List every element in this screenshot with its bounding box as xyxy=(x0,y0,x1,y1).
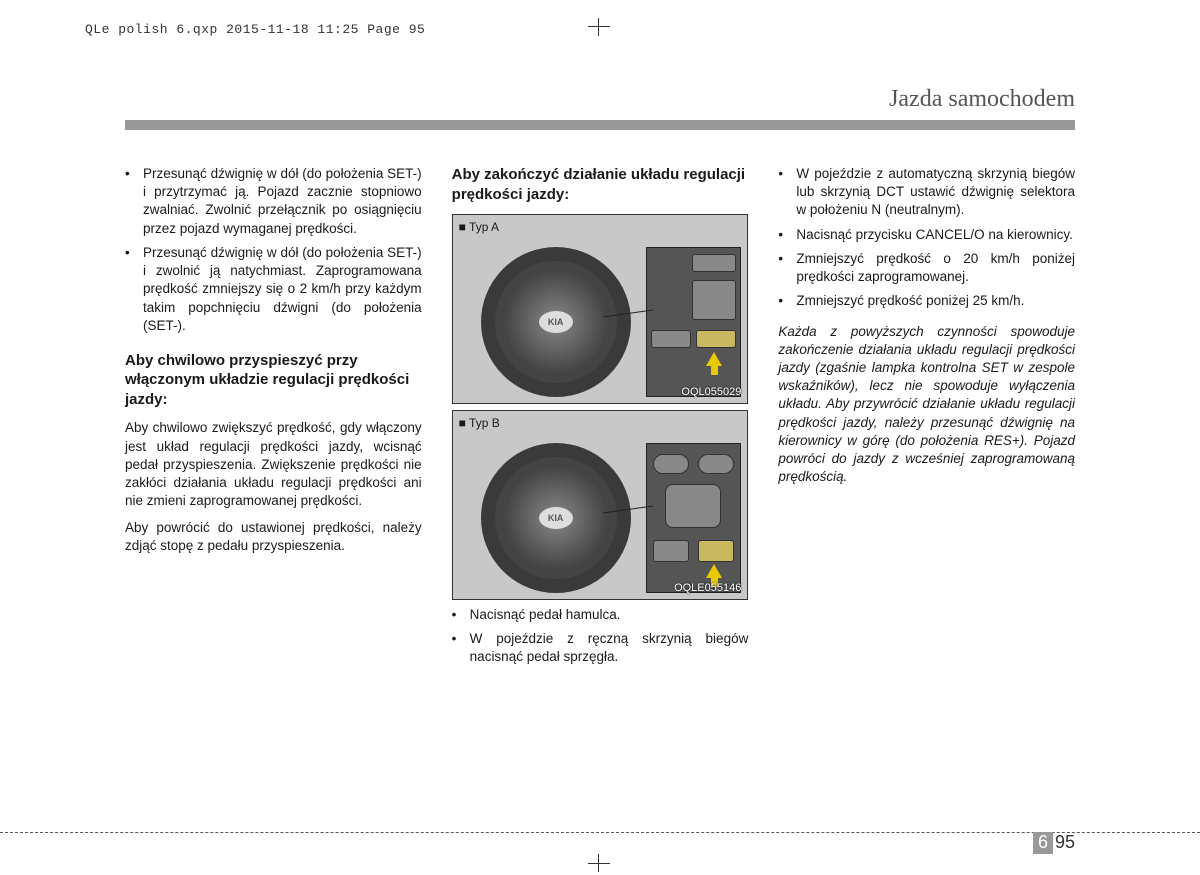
subheading: Aby chwilowo przyspieszyć przy włączonym… xyxy=(125,351,422,410)
bullet-text: W pojeździe z automatyczną skrzynią bieg… xyxy=(796,165,1075,220)
figure-type-b: ■ Typ B KIA OQLE055146 xyxy=(452,410,749,600)
bullet-item: • Zmniejszyć prędkość o 20 km/h poniżej … xyxy=(778,250,1075,286)
arrow-indicator-icon xyxy=(706,352,722,366)
page-number-text: 95 xyxy=(1055,832,1075,852)
figure-type-a: ■ Typ A KIA OQL055029 xyxy=(452,214,749,404)
wheel-hub-logo: KIA xyxy=(539,311,573,333)
chapter-number: 6 xyxy=(1033,832,1053,854)
bullet-item: • Nacisnąć przycisku CANCEL/O na kierown… xyxy=(778,226,1075,244)
figure-code: OQLE055146 xyxy=(674,581,741,596)
figure-label: ■ Typ A xyxy=(459,219,499,235)
bullet-marker: • xyxy=(778,226,796,244)
bullet-text: Zmniejszyć prędkość o 20 km/h poniżej pr… xyxy=(796,250,1075,286)
steering-wheel-illustration: KIA xyxy=(481,247,631,397)
figure-label: ■ Typ B xyxy=(459,415,500,431)
cancel-button-highlight xyxy=(698,540,734,562)
page-number: 695 xyxy=(1033,832,1075,853)
figure-code: OQL055029 xyxy=(681,385,741,400)
button-detail-panel xyxy=(646,247,741,397)
bullet-marker: • xyxy=(778,250,796,286)
paragraph: Aby powrócić do ustawionej prędkości, na… xyxy=(125,519,422,555)
column-middle: Aby zakończyć działanie układu regulacji… xyxy=(452,165,749,673)
subheading: Aby zakończyć działanie układu regulacji… xyxy=(452,165,749,204)
content-area: • Przesunąć dźwignię w dół (do położenia… xyxy=(125,165,1075,673)
bullet-marker: • xyxy=(778,292,796,310)
crop-mark xyxy=(588,26,610,27)
bullet-text: Przesunąć dźwignię w dół (do położenia S… xyxy=(143,165,422,238)
bullet-item: • W pojeździe z ręczną skrzynią biegów n… xyxy=(452,630,749,666)
paragraph: Aby chwilowo zwiększyć prędkość, gdy włą… xyxy=(125,419,422,510)
column-left: • Przesunąć dźwignię w dół (do położenia… xyxy=(125,165,422,673)
bullet-item: • Nacisnąć pedał hamulca. xyxy=(452,606,749,624)
bullet-marker: • xyxy=(778,165,796,220)
button-detail-panel xyxy=(646,443,741,593)
header-bar xyxy=(125,120,1075,130)
bullet-item: • Przesunąć dźwignię w dół (do położenia… xyxy=(125,165,422,238)
bullet-marker: • xyxy=(452,630,470,666)
bullet-marker: • xyxy=(125,244,143,335)
bullet-item: • Zmniejszyć prędkość poniżej 25 km/h. xyxy=(778,292,1075,310)
wheel-hub-logo: KIA xyxy=(539,507,573,529)
section-title: Jazda samochodem xyxy=(889,86,1075,113)
bullet-marker: • xyxy=(125,165,143,238)
cancel-button-highlight xyxy=(696,330,736,348)
bullet-text: Nacisnąć pedał hamulca. xyxy=(470,606,749,624)
crop-mark xyxy=(598,18,599,36)
bullet-item: • W pojeździe z automatyczną skrzynią bi… xyxy=(778,165,1075,220)
column-right: • W pojeździe z automatyczną skrzynią bi… xyxy=(778,165,1075,673)
bullet-text: Przesunąć dźwignię w dół (do położenia S… xyxy=(143,244,422,335)
bullet-marker: • xyxy=(452,606,470,624)
bullet-text: Zmniejszyć prędkość poniżej 25 km/h. xyxy=(796,292,1075,310)
crop-mark xyxy=(588,863,610,864)
bullet-text: Nacisnąć przycisku CANCEL/O na kierownic… xyxy=(796,226,1075,244)
file-info-text: QLe polish 6.qxp 2015-11-18 11:25 Page 9… xyxy=(85,22,425,37)
steering-wheel-illustration: KIA xyxy=(481,443,631,593)
bullet-text: W pojeździe z ręczną skrzynią biegów nac… xyxy=(470,630,749,666)
arrow-indicator-icon xyxy=(706,564,722,578)
note-paragraph: Każda z powyższych czynności spowoduje z… xyxy=(778,323,1075,487)
bullet-item: • Przesunąć dźwignię w dół (do położenia… xyxy=(125,244,422,335)
footer-divider xyxy=(0,832,1200,833)
